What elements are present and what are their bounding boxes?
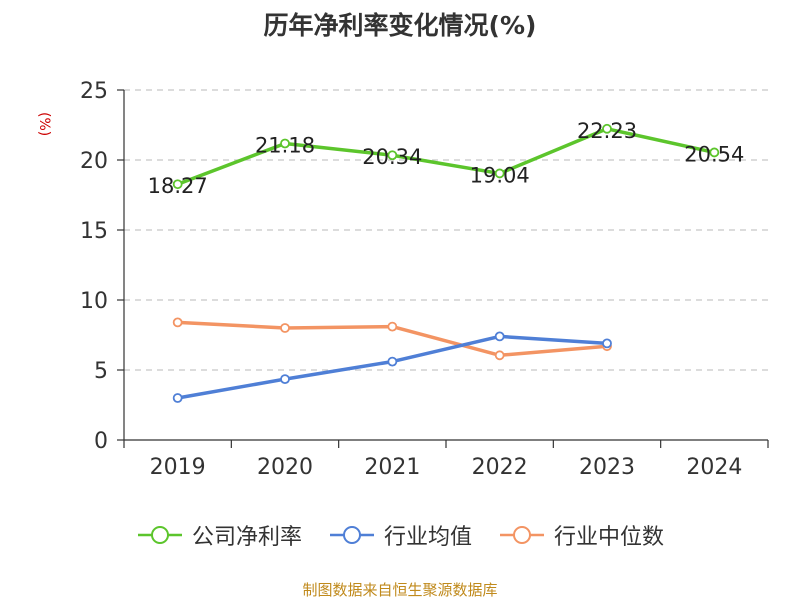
series-line — [177, 334, 608, 400]
data-point — [602, 338, 612, 349]
x-tick-label: 2019 — [150, 455, 206, 480]
y-tick-label: 20 — [80, 149, 108, 174]
chart-title: 历年净利率变化情况(%) — [263, 11, 537, 40]
x-tick-label: 2022 — [472, 455, 528, 480]
data-point — [280, 323, 290, 333]
y-tick-label: 15 — [80, 219, 108, 244]
data-point — [280, 138, 290, 149]
legend-label: 行业中位数 — [554, 525, 665, 550]
data-point — [280, 374, 290, 385]
data-point — [494, 168, 505, 179]
legend: 公司净利率 行业均值 行业中位数 — [0, 519, 800, 551]
y-tick-label: 25 — [80, 79, 108, 104]
y-tick-label: 0 — [94, 429, 108, 454]
legend-marker-average — [329, 526, 374, 544]
y-tick-label: 10 — [80, 289, 108, 314]
data-point — [602, 123, 612, 134]
data-point — [172, 393, 183, 403]
series-layer — [172, 123, 720, 403]
data-label: 19.04 — [470, 163, 530, 187]
x-tick-label: 2024 — [686, 455, 742, 480]
data-label: 21.18 — [255, 133, 315, 157]
legend-label: 行业均值 — [383, 525, 472, 550]
legend-marker-median — [500, 526, 544, 544]
data-labels: 18.27 21.18 20.34 19.04 22.23 20.54 — [148, 119, 745, 198]
data-source: 制图数据来自恒生聚源数据库 — [302, 581, 498, 599]
data-point — [172, 179, 183, 190]
data-point — [387, 356, 398, 367]
data-label: 20.34 — [362, 145, 422, 169]
data-point — [494, 350, 505, 361]
data-label: 20.54 — [684, 142, 744, 166]
series-line — [177, 127, 715, 186]
x-tick-label: 2023 — [579, 455, 635, 480]
data-point — [709, 147, 720, 158]
legend-item-industry-average[interactable]: 行业均值 — [328, 519, 472, 551]
data-label: 18.27 — [148, 174, 208, 198]
grid-lines — [124, 89, 768, 371]
data-point — [494, 331, 505, 342]
legend-label: 公司净利率 — [191, 525, 302, 550]
x-tick-label: 2021 — [364, 455, 420, 480]
axes: 0 5 10 15 20 25 2019 2020 2021 2022 2023 2024 — [80, 79, 769, 480]
data-point — [387, 321, 398, 332]
y-tick-label: 5 — [94, 359, 108, 384]
legend-marker-company — [137, 526, 182, 544]
legend-item-company-net-margin[interactable]: 公司净利率 — [136, 519, 302, 551]
legend-item-industry-median[interactable]: 行业中位数 — [498, 519, 664, 551]
x-tick-label: 2020 — [257, 455, 313, 480]
data-label: 22.23 — [577, 119, 637, 143]
data-point — [172, 317, 183, 328]
data-point — [387, 150, 398, 161]
